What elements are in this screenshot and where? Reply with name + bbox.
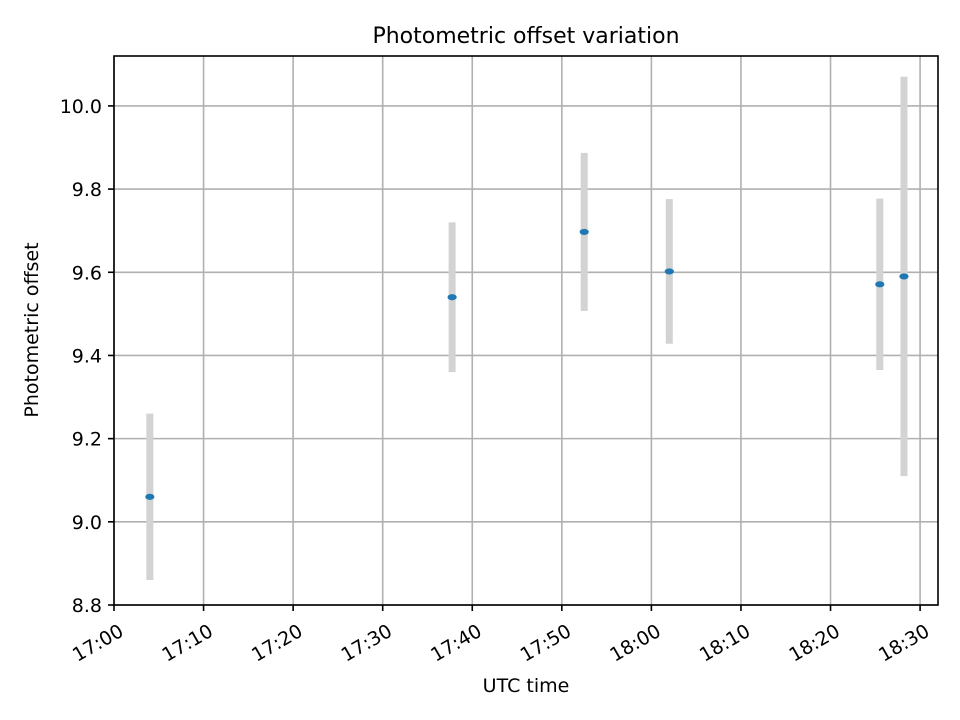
y-axis: 8.8 9.0 9.2 9.4 9.6 9.8 10.0: [60, 96, 114, 617]
x-axis-label: UTC time: [483, 675, 570, 697]
data-point: [899, 273, 909, 280]
data-point: [875, 281, 885, 288]
data-point: [664, 268, 674, 275]
y-tick-label: 9.6: [72, 262, 102, 284]
y-tick-label: 8.8: [72, 595, 102, 617]
y-tick-label: 9.0: [72, 512, 102, 534]
y-axis-label: Photometric offset: [21, 242, 43, 417]
y-tick-label: 9.8: [72, 179, 102, 201]
y-tick-label: 10.0: [60, 96, 102, 118]
y-tick-label: 9.2: [72, 429, 102, 451]
chart-title: Photometric offset variation: [372, 24, 679, 49]
data-points: [145, 228, 909, 500]
plot-frame: [113, 55, 939, 606]
data-point: [579, 228, 589, 236]
y-tick-label: 9.4: [72, 345, 102, 367]
data-point: [145, 493, 155, 500]
data-point: [447, 294, 457, 301]
